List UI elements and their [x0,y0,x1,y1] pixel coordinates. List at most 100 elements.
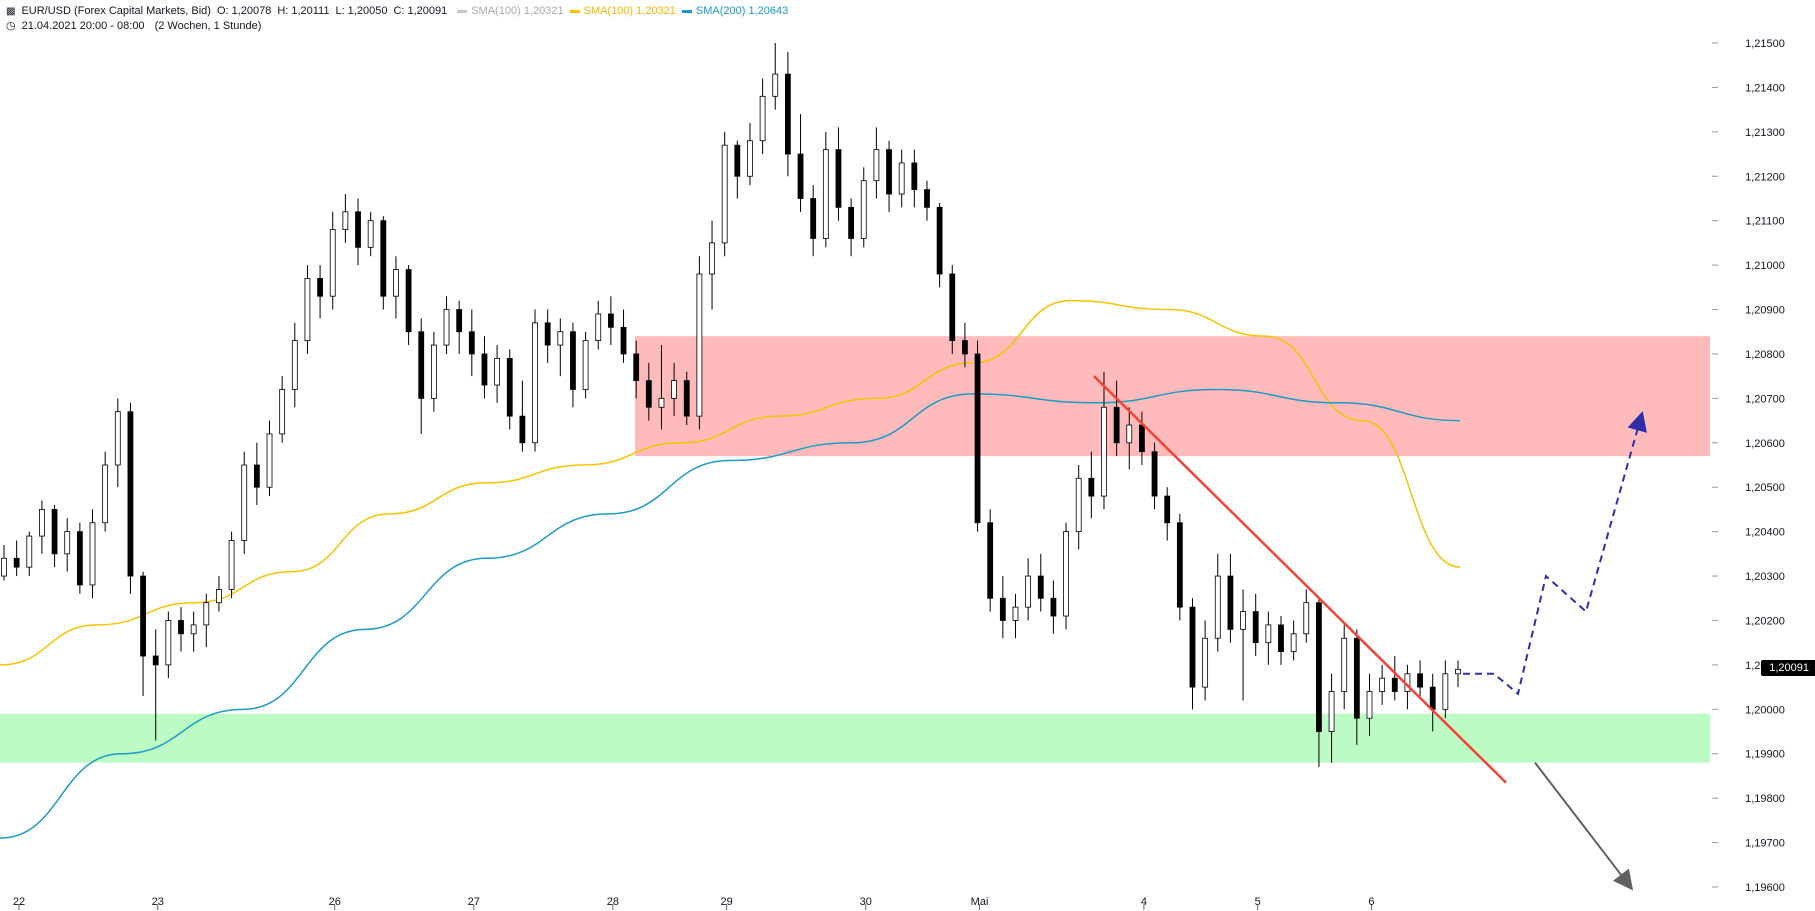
candle-body [1316,602,1322,732]
candle-body [1303,602,1310,635]
period-label: (2 Wochen, 1 Stunde) [154,20,262,32]
candle-body [570,331,576,390]
price-tick-label: 1,19900 [1745,749,1785,761]
candle-body [127,411,134,577]
candle-body [620,326,627,355]
price-tick-label: 1,19700 [1745,838,1785,850]
close-label: C: [393,5,405,17]
candle-body [1328,691,1335,732]
drawings-layer [1093,375,1647,891]
candle-body [1252,611,1259,644]
candle-body [76,531,83,586]
candle-body [696,273,703,417]
time-tick-label: 4 [1141,896,1147,908]
sma200-line [0,388,1461,839]
candle-body [165,620,172,666]
price-tick-label: 1,21400 [1745,82,1785,94]
candle-body [291,340,298,390]
candle-body [1,557,7,577]
candle-body [1113,406,1120,444]
price-tick-label: 1,19800 [1745,793,1785,805]
candle-body [1126,424,1133,444]
candle-body [380,220,387,297]
candle-body [253,464,260,488]
candle-body [683,380,690,417]
candle-body [962,340,968,355]
candle-body [1202,637,1209,688]
candle-body [1353,637,1360,719]
candle-body [1176,522,1183,608]
candle-body [1417,673,1423,688]
indicator-label: SMA(200) [695,5,746,17]
candle-body [279,389,286,435]
candles-layer [1,43,1461,768]
candle-body [671,380,678,399]
candle-body [494,357,500,386]
candle-body [734,144,741,177]
time-tick-label: 27 [468,896,480,908]
high-label: H: [277,5,289,17]
sma100-muted-swatch [457,9,468,13]
price-tick-label: 1,21200 [1745,171,1785,183]
candle-body [1227,575,1234,630]
candle-body [418,331,425,399]
indicator-sma100[interactable]: SMA(100) 1,20321 [569,4,676,19]
indicator-sma200[interactable]: SMA(200) 1,20643 [681,4,789,19]
candle-body [999,597,1006,621]
candle-body [216,588,222,604]
candle-body [1139,424,1145,453]
price-tick-label: 1,21100 [1746,216,1785,228]
candle-body [152,655,159,666]
candle-body [1265,624,1272,644]
sma200-swatch [681,9,692,13]
open-value: 1,20078 [231,5,272,17]
candle-body [759,95,766,142]
price-tick-label: 1,20800 [1745,349,1785,361]
indicator-value: 1,20321 [523,5,564,17]
candle-body [797,153,804,199]
candle-body [1341,637,1348,692]
price-tick-label: 1,19600 [1745,882,1785,894]
candle-body [898,162,905,195]
candle-body [721,144,728,244]
time-tick-label: 23 [152,896,164,908]
candle-body [241,464,248,541]
candle-body [519,415,526,444]
time-tick-label: 26 [329,896,341,908]
candle-body [1391,677,1398,692]
candle-body [228,540,235,590]
high-value: 1,20111 [291,5,330,17]
open-label: O: [216,5,229,17]
candle-body [481,353,488,386]
price-tick-label: 1,20500 [1745,482,1785,494]
candle-body [1025,575,1032,608]
candle-body [203,602,210,626]
candle-body [355,211,361,248]
indicator-label: SMA(100) [583,5,634,17]
bullish-projection-arrow [1463,410,1647,696]
candlestick-icon[interactable]: ▩ [6,6,16,17]
candle-body [924,189,930,208]
candle-body [1214,575,1221,639]
time-tick-label: 30 [860,896,872,908]
candle-body [886,149,892,195]
indicator-value: 1,20321 [636,5,676,17]
candle-body [557,331,564,346]
candle-body [114,411,121,466]
low-label: L: [335,5,345,17]
candle-body [456,309,463,333]
price-tick-label: 1,20600 [1745,438,1785,450]
candle-body [1290,633,1297,652]
candle-body [772,73,779,97]
candle-body [784,73,791,155]
candle-body [949,273,956,342]
indicator-value: 1,20643 [748,5,789,17]
candle-body [1278,624,1284,652]
indicator-sma100-muted[interactable]: SMA(100) 1,20321 [457,4,564,19]
candle-body [178,620,184,635]
candle-body [367,220,374,248]
symbol-label[interactable]: EUR/USD (Forex Capital Markets, Bid) [21,5,211,17]
close-value: 1,20091 [407,5,448,17]
candle-body [709,242,715,275]
